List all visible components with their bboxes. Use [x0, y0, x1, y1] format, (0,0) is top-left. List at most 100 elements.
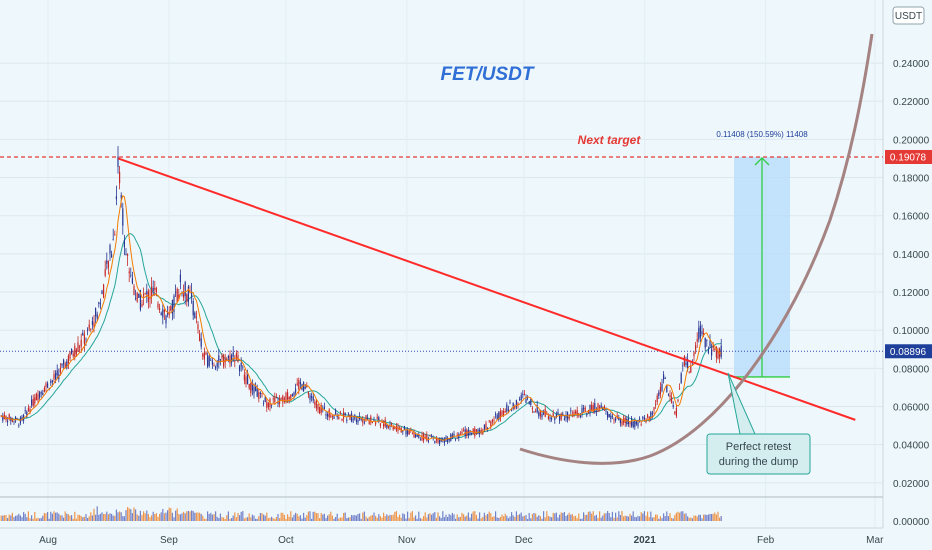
candle-body	[195, 316, 197, 318]
candle-body	[443, 440, 445, 443]
volume-bar	[395, 511, 397, 521]
candle-body	[653, 407, 655, 410]
volume-bar	[491, 517, 493, 521]
volume-bar	[144, 513, 146, 521]
time-axis[interactable]: Aug Sep Oct Nov Dec 2021 Feb Mar	[39, 535, 884, 546]
volume-bar	[107, 514, 109, 521]
volume-bar	[421, 518, 423, 521]
candle-body	[471, 432, 473, 435]
volume-bar	[67, 514, 69, 521]
volume-bar	[565, 515, 567, 521]
volume-bar	[315, 513, 317, 521]
volume-bar	[344, 512, 346, 521]
volume-bar	[320, 513, 322, 521]
candle-body	[413, 431, 415, 438]
candle-body	[663, 374, 665, 380]
price-axis[interactable]: 0.24000 0.22000 0.20000 0.18000 0.16000 0.140…	[893, 59, 930, 528]
volume-bar	[515, 511, 517, 521]
x-tick-label: Oct	[278, 535, 294, 546]
candle-body	[306, 385, 308, 388]
volume-bar	[223, 517, 225, 521]
volume-bar	[7, 518, 9, 521]
candle-body	[440, 439, 442, 442]
candle-body	[435, 438, 437, 441]
y-tick-label: 0.04000	[893, 441, 930, 452]
retest-callout[interactable]: Perfect retest during the dump	[706, 372, 811, 475]
volume-bar	[618, 511, 620, 521]
candle-body	[104, 269, 106, 276]
volume-bar	[13, 517, 15, 521]
currency-badge[interactable]: USDT	[892, 6, 925, 25]
descending-trendline[interactable]	[117, 157, 856, 421]
volume-bar	[117, 512, 119, 521]
volume-bar	[539, 516, 541, 521]
volume-bar	[490, 513, 492, 521]
volume-bar	[504, 513, 506, 521]
volume-bar	[379, 516, 381, 521]
slow-moving-average	[1, 233, 722, 440]
volume-bar	[399, 514, 401, 521]
candle-body	[461, 431, 463, 434]
price-range-measure[interactable]: 0.11408 (150.59%) 11408	[716, 130, 808, 378]
candle-body	[314, 402, 316, 405]
volume-bar	[194, 512, 196, 521]
volume-bar	[690, 517, 692, 521]
candle-body	[15, 416, 17, 421]
volume-bar	[162, 508, 164, 521]
volume-bar	[607, 511, 609, 521]
volume-bar	[175, 510, 177, 521]
volume-bar	[31, 515, 33, 521]
candle-body	[205, 352, 207, 355]
volume-bar	[210, 512, 212, 521]
candle-body	[607, 412, 609, 418]
candle-body	[608, 413, 610, 418]
volume-bar	[272, 518, 274, 521]
volume-bar	[181, 513, 183, 521]
candle-body	[503, 410, 505, 416]
volume-bar	[115, 509, 117, 521]
candle-body	[114, 234, 116, 236]
volume-bar	[133, 507, 135, 521]
volume-bar	[488, 511, 490, 521]
candle-body	[517, 403, 519, 405]
volume-bar	[83, 516, 85, 521]
candle-body	[173, 295, 175, 312]
volume-bar	[573, 516, 575, 521]
volume-bar	[199, 512, 201, 521]
volume-bar	[616, 517, 618, 521]
volume-bar	[50, 511, 52, 521]
candle-body	[90, 329, 92, 330]
candle-body	[303, 381, 305, 391]
volume-bar	[423, 516, 425, 521]
candle-body	[98, 302, 100, 304]
candle-body	[387, 425, 389, 428]
candle-body	[707, 349, 709, 353]
volume-bar	[437, 512, 439, 521]
candle-body	[711, 349, 713, 356]
volume-bar	[307, 511, 309, 521]
volume-bar	[58, 513, 60, 521]
candle-body	[538, 412, 540, 417]
volume-bar	[605, 513, 607, 521]
volume-bar	[259, 513, 261, 521]
candle-body	[207, 355, 209, 367]
candle-body	[346, 419, 348, 421]
volume-bar	[277, 513, 279, 521]
candle-body	[47, 383, 49, 388]
candle-body	[200, 338, 202, 347]
volume-bar	[571, 514, 573, 521]
candle-body	[341, 419, 343, 421]
volume-bar	[253, 515, 255, 521]
candle-body	[178, 294, 180, 299]
candle-body	[131, 278, 133, 284]
parabolic-curve[interactable]	[519, 33, 874, 465]
volume-bar	[397, 516, 399, 521]
candle-body	[344, 412, 346, 415]
volume-bar	[547, 515, 549, 521]
candle-body	[211, 360, 213, 365]
volume-bar	[159, 514, 161, 521]
volume-bar	[282, 512, 284, 521]
volume-bar	[101, 512, 103, 521]
volume-bar	[523, 515, 525, 521]
volume-bar	[498, 517, 500, 521]
